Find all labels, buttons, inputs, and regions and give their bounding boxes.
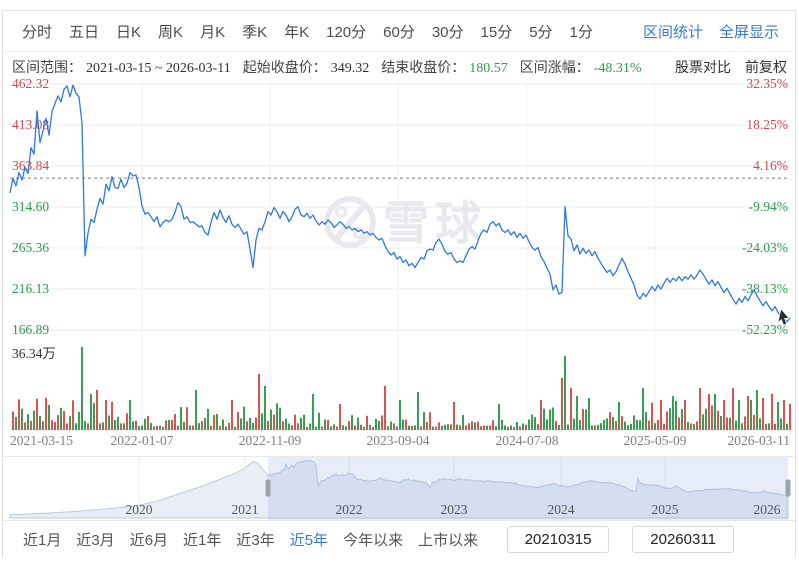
range-footer: 近1月 近3月 近6月 近1年 近3年 近5年 今年以来 上市以来 20210315 2026… — [3, 520, 795, 558]
x-axis-label: 2024-07-08 — [496, 433, 559, 448]
price-axis-label: 413.08 — [12, 117, 49, 132]
range-tab-0[interactable]: 近1月 — [23, 532, 62, 549]
xueqiu-watermark-icon: 雪球 — [324, 196, 487, 249]
percent-axis-label: -52.23% — [742, 322, 788, 337]
percent-axis-label: 32.35% — [746, 76, 788, 91]
price-axis-label: 216.13 — [12, 281, 49, 296]
percent-axis-label: -24.03% — [742, 240, 788, 255]
toolbar-actions: 区间统计 全屏显示 — [643, 21, 779, 42]
range-tab-5[interactable]: 近5年 — [289, 532, 329, 549]
period-tabs: 分时 五日 日K 周K 月K 季K 年K 120分 60分 30分 15分 5分 1分 — [22, 21, 643, 42]
stat-value: 180.57 — [469, 61, 508, 76]
period-tab-6[interactable]: 年K — [284, 23, 310, 41]
stats-values: 区间范围： 2021-03-15 ~ 2026-03-11 起始收盘价： 349.32… — [12, 57, 654, 77]
navigator-left-handle[interactable] — [265, 479, 271, 497]
stat-pair-1: 起始收盘价： 349.32 — [243, 57, 370, 77]
period-tab-4[interactable]: 月K — [200, 23, 226, 41]
watermark-text: 雪球 — [383, 198, 487, 249]
navigator-year-label: 2024 — [548, 502, 575, 517]
price-axis-label: 166.89 — [12, 322, 49, 337]
navigator-year-label: 2022 — [336, 502, 363, 517]
period-tab-1[interactable]: 五日 — [69, 23, 100, 41]
start-date-input[interactable]: 20210315 — [507, 526, 610, 553]
period-tab-7[interactable]: 120分 — [326, 23, 367, 41]
price-axis-label: 462.32 — [12, 76, 49, 91]
stat-value: 2021-03-15 ~ 2026-03-11 — [86, 61, 231, 76]
stat-label: 区间涨幅： — [519, 59, 590, 75]
navigator-year-label: 2026 — [754, 502, 781, 517]
period-toolbar: 分时 五日 日K 周K 月K 季K 年K 120分 60分 30分 15分 5分 1分 区间统计 全屏显… — [3, 11, 795, 52]
period-tab-3[interactable]: 周K — [158, 23, 184, 41]
period-tab-10[interactable]: 15分 — [480, 23, 513, 41]
range-tab-2[interactable]: 近6月 — [129, 532, 169, 549]
percent-axis-label: -9.94% — [749, 199, 788, 214]
stat-label: 区间范围： — [12, 59, 82, 75]
period-tab-2[interactable]: 日K — [116, 23, 142, 41]
stat-value: -48.31% — [593, 61, 642, 76]
mouse-cursor-icon — [777, 308, 790, 326]
volume-bars — [12, 347, 791, 430]
interval-stats-link[interactable]: 区间统计 — [642, 23, 703, 41]
navigator-year-label: 2020 — [126, 502, 153, 517]
navigator-right-handle[interactable] — [785, 479, 791, 497]
period-tab-0[interactable]: 分时 — [22, 23, 53, 41]
range-tab-6[interactable]: 今年以来 — [343, 532, 404, 549]
range-tabs: 近1月 近3月 近6月 近1年 近3年 近5年 今年以来 上市以来 — [23, 529, 478, 550]
price-axis-label: 363.84 — [12, 158, 49, 173]
adjust-mode-button[interactable]: 前复权 — [745, 59, 787, 75]
x-axis-label: 2021-03-15 — [10, 433, 73, 448]
percent-axis-label: 18.25% — [746, 117, 788, 132]
x-axis-label: 2025-05-09 — [624, 433, 687, 448]
range-tab-7[interactable]: 上市以来 — [418, 532, 479, 549]
stock-compare-button[interactable]: 股票对比 — [675, 59, 731, 75]
x-axis-label: 2026-03-11 — [728, 433, 791, 448]
stat-pair-0: 区间范围： 2021-03-15 ~ 2026-03-11 — [12, 57, 231, 77]
x-axis-label: 2023-09-04 — [367, 433, 430, 448]
stat-label: 起始收盘价： — [242, 59, 327, 75]
period-tab-5[interactable]: 季K — [242, 23, 268, 41]
price-axis-label: 314.60 — [12, 199, 49, 214]
stat-value: 349.32 — [330, 61, 370, 76]
navigator-year-label: 2025 — [652, 502, 679, 517]
percent-axis-label: 4.16% — [753, 158, 788, 173]
percent-axis-label: -38.13% — [742, 281, 788, 296]
period-tab-9[interactable]: 30分 — [431, 23, 464, 41]
volume-max-label: 36.34万 — [12, 346, 56, 361]
stats-actions: 股票对比 前复权 — [675, 57, 787, 77]
stat-pair-3: 区间涨幅： -48.31% — [520, 57, 642, 77]
navigator-area — [9, 459, 789, 519]
x-axis-label: 2022-11-09 — [239, 433, 302, 448]
navigator-selection[interactable] — [268, 457, 788, 520]
period-tab-12[interactable]: 1分 — [569, 23, 593, 41]
end-date-input[interactable]: 20260311 — [632, 526, 735, 553]
period-tab-8[interactable]: 60分 — [383, 23, 415, 41]
range-tab-1[interactable]: 近3月 — [76, 532, 115, 549]
price-axis-label: 265.36 — [12, 240, 49, 255]
stat-label: 结束收盘价： — [381, 59, 466, 75]
navigator-year-label: 2023 — [441, 502, 468, 517]
period-tab-11[interactable]: 5分 — [529, 23, 553, 41]
price-line — [9, 84, 791, 323]
navigator-year-label: 2021 — [232, 502, 259, 517]
range-tab-3[interactable]: 近1年 — [183, 532, 222, 549]
stat-pair-2: 结束收盘价： 180.57 — [381, 57, 508, 77]
range-tab-4[interactable]: 近3年 — [236, 532, 275, 549]
stats-row: 区间范围： 2021-03-15 ~ 2026-03-11 起始收盘价： 349.32… — [12, 57, 787, 77]
navigator[interactable]: 2020 2021 2022 2023 2024 2025 2026 — [9, 457, 791, 520]
fullscreen-link[interactable]: 全屏显示 — [718, 23, 779, 41]
x-axis-label: 2022-01-07 — [111, 433, 174, 448]
